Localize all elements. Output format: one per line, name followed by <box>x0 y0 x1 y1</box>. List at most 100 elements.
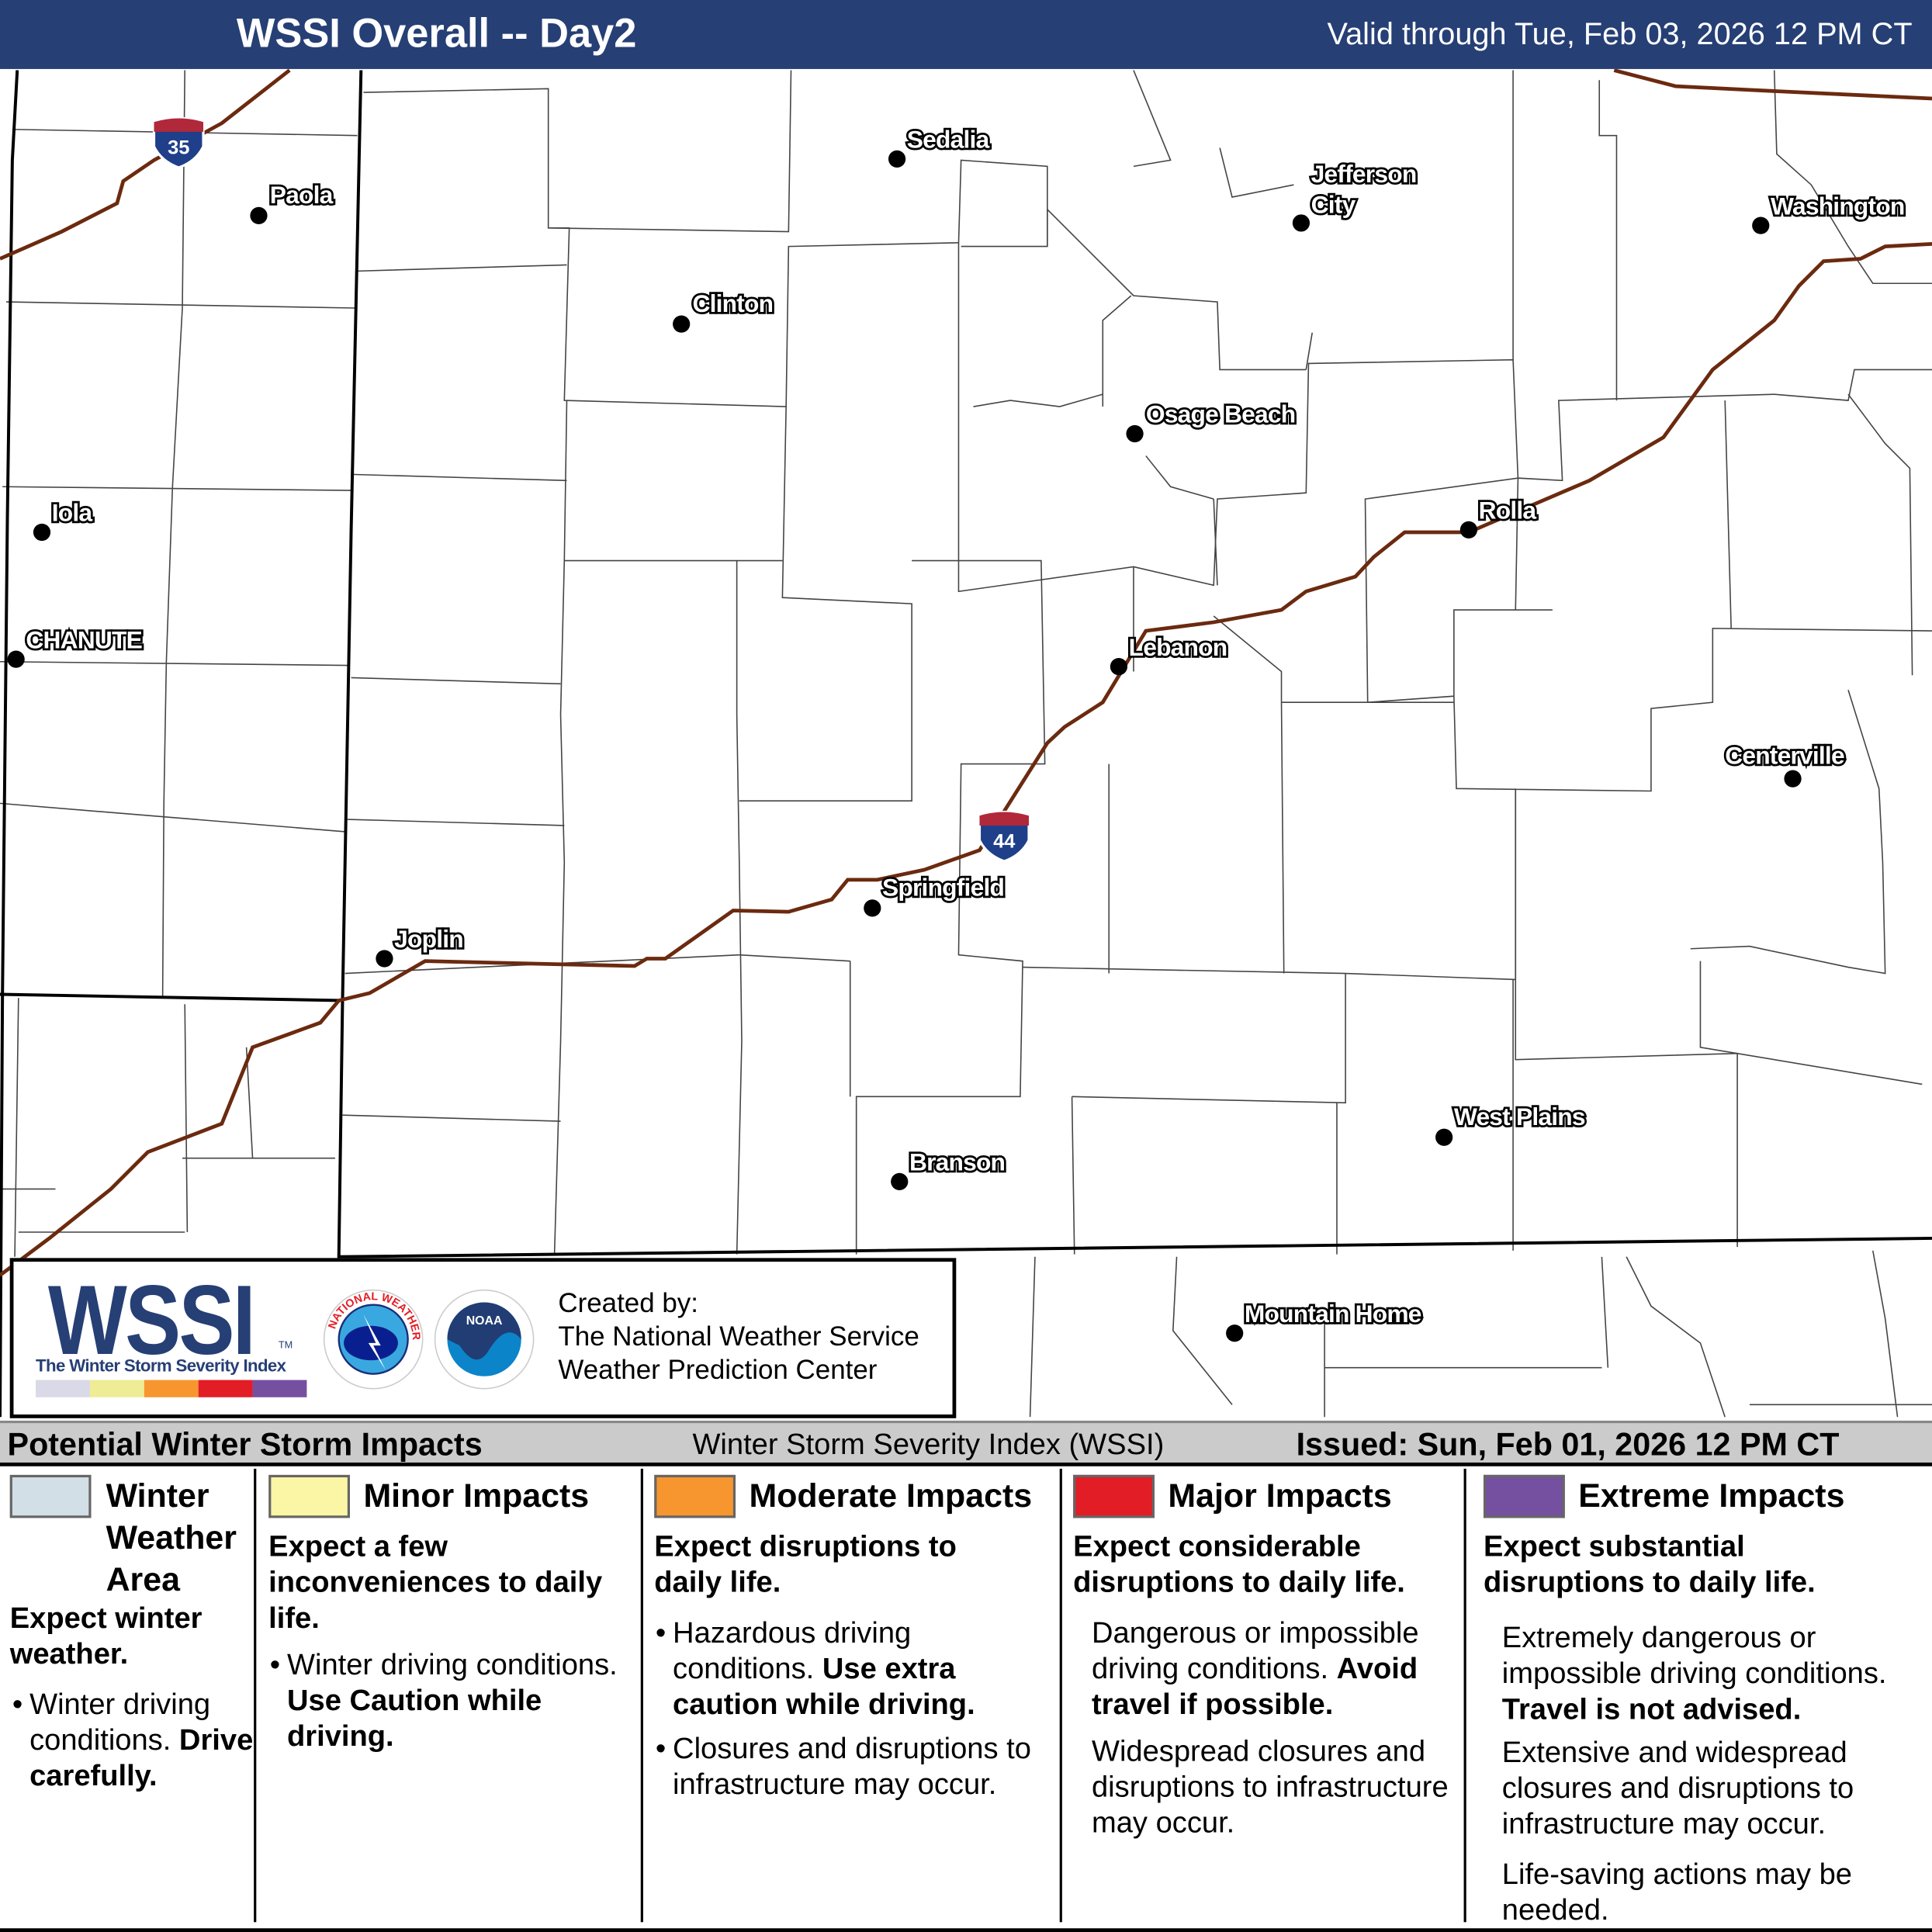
legend-bullet: • Winter driving conditions. Drive carefu… <box>12 1688 254 1793</box>
legend-bullet: • Hazardous driving conditions. Use extra… <box>655 1616 975 1722</box>
legend-swatch <box>1073 1474 1155 1518</box>
map: 35 44 Sedalia Paola Jefferson City Washi… <box>0 68 1932 1418</box>
legend-paragraph: Life-saving actions may be needed. <box>1502 1857 1896 1928</box>
wssi-logo: WSSI <box>47 1265 256 1376</box>
paragraph-text: Extensive and widespread closures and di… <box>1501 1736 1854 1841</box>
legend-divider <box>640 1468 643 1923</box>
interstate-70-route <box>1613 68 1932 101</box>
city-label-centerville: Centerville <box>1725 742 1844 770</box>
legend-title: Major Impacts <box>1168 1477 1392 1515</box>
city-label-mountain-home: Mountain Home <box>1245 1300 1421 1328</box>
legend-title: Minor Impacts <box>363 1477 590 1515</box>
created-by-label: Created by: <box>558 1287 698 1319</box>
legend-expect: Expect disruptions to daily life. <box>654 1530 957 1600</box>
created-by: Created by: The National Weather Service… <box>558 1286 919 1387</box>
legend-title: Winter Weather Area <box>106 1475 237 1601</box>
bullet-text: Winter driving conditions. <box>287 1648 618 1682</box>
legend-paragraph: Extremely dangerous or impossible drivin… <box>1502 1620 1927 1727</box>
city-label-clinton: Clinton <box>692 289 773 317</box>
legend-expect: Expect substantial disruptions to daily … <box>1483 1530 1816 1600</box>
legend-paragraph: Extensive and widespread closures and di… <box>1502 1735 1896 1842</box>
bullet-bold-text: Drive carefully. <box>29 1723 254 1793</box>
legend-title: Extreme Impacts <box>1578 1477 1845 1515</box>
scale-swatch-major <box>198 1380 253 1397</box>
interstate-routes <box>0 68 1932 1277</box>
city-label-joplin: Joplin <box>394 925 463 953</box>
paragraph-bold-text: Avoid travel if possible. <box>1091 1652 1418 1722</box>
scale-swatch-winter <box>36 1380 90 1397</box>
city-label-paola: Paola <box>270 181 334 209</box>
legend-title-line: Winter <box>106 1477 209 1515</box>
interstate-shield-44: 44 <box>978 810 1030 863</box>
legend-swatch <box>1483 1474 1565 1518</box>
interstate-35-label: 35 <box>168 137 189 159</box>
legend-expect: Expect considerable disruptions to daily… <box>1073 1530 1405 1600</box>
legend-header-bar: Potential Winter Storm Impacts Winter St… <box>0 1420 1932 1466</box>
city-label-springfield: Springfield <box>882 873 1004 901</box>
legend-divider <box>1463 1468 1466 1923</box>
svg-text:NOAA: NOAA <box>466 1314 503 1328</box>
paragraph-text: Dangerous or impossible driving conditio… <box>1091 1616 1419 1686</box>
legend-bullet: • Winter driving conditions. Use Caution … <box>269 1648 618 1754</box>
scale-swatch-minor <box>89 1380 144 1397</box>
legend-divider <box>1059 1468 1062 1923</box>
legend-heading: Potential Winter Storm Impacts <box>7 1425 483 1463</box>
scale-swatch-moderate <box>144 1380 199 1397</box>
bullet-text: Hazardous driving conditions. <box>673 1616 912 1686</box>
nws-logo-icon: NATIONAL WEATHER SERVICE <box>321 1284 424 1390</box>
bottom-border <box>0 1928 1932 1932</box>
wssi-logo-subtitle: The Winter Storm Severity Index <box>36 1355 286 1376</box>
wssi-color-scale <box>36 1380 307 1397</box>
legend-swatch <box>654 1474 736 1518</box>
bullet-text: Closures and disruptions to infrastructu… <box>673 1732 1031 1802</box>
interstate-44-label: 44 <box>993 831 1015 853</box>
city-label-sedalia: Sedalia <box>907 126 990 154</box>
legend-expect: Expect a few inconveniences to daily lif… <box>268 1530 603 1636</box>
paragraph-text: Extremely dangerous or impossible drivin… <box>1501 1621 1887 1691</box>
created-by-wpc: Weather Prediction Center <box>558 1354 878 1385</box>
page-title: WSSI Overall -- Day2 <box>236 9 637 56</box>
legend-title-line: Weather <box>106 1519 237 1556</box>
legend-title: Moderate Impacts <box>749 1477 1033 1515</box>
city-label-osage-beach: Osage Beach <box>1146 400 1295 428</box>
city-label-branson: Branson <box>909 1148 1005 1176</box>
city-label-washington: Washington <box>1771 192 1905 220</box>
interstate-shield-35: 35 <box>152 116 205 169</box>
city-label-chanute: CHANUTE <box>26 625 142 653</box>
scale-swatch-extreme <box>252 1380 307 1397</box>
legend-paragraph: Widespread closures and disruptions to i… <box>1092 1733 1467 1840</box>
city-label-lebanon: Lebanon <box>1129 633 1227 661</box>
city-label-city: City <box>1311 191 1356 219</box>
index-name: Winter Storm Severity Index (WSSI) <box>692 1428 1165 1462</box>
legend-swatch <box>9 1474 92 1518</box>
paragraph-bold-text: Travel is not advised. <box>1501 1692 1802 1726</box>
city-label-rolla: Rolla <box>1479 497 1537 525</box>
county-lines <box>0 70 1932 1418</box>
legend-divider <box>254 1468 257 1923</box>
noaa-logo-icon: NOAA <box>434 1289 535 1390</box>
agency-logos: NATIONAL WEATHER SERVICE NOAA <box>321 1284 535 1390</box>
header-bar: WSSI Overall -- Day2 Valid through Tue, … <box>0 0 1932 69</box>
bullet-bold-text: Use extra caution while driving. <box>673 1652 975 1722</box>
issued-time: Issued: Sun, Feb 01, 2026 12 PM CT <box>1296 1425 1840 1463</box>
paragraph-text: Life-saving actions may be needed. <box>1501 1858 1853 1927</box>
bullet-text: Winter driving conditions. <box>29 1688 211 1757</box>
interstate-35-route <box>0 68 291 261</box>
legend-bullet: • Closures and disruptions to infrastruct… <box>655 1732 1031 1802</box>
legend-expect: Expect winter weather. <box>9 1601 203 1671</box>
legend-title-line: Area <box>106 1561 180 1598</box>
wssi-trademark: TM <box>278 1339 293 1351</box>
paragraph-text: Widespread closures and disruptions to i… <box>1091 1734 1449 1840</box>
created-by-nws: The National Weather Service <box>558 1321 919 1352</box>
interstate-44-route <box>0 242 1932 1277</box>
state-borders <box>0 70 1932 1418</box>
credits-box: WSSI TM The Winter Storm Severity Index … <box>9 1258 957 1418</box>
city-label-jefferson: Jefferson <box>1311 160 1417 188</box>
legend-paragraph: Dangerous or impossible driving conditio… <box>1092 1615 1461 1723</box>
bullet-bold-text: Use Caution while driving. <box>287 1684 542 1754</box>
cities: Sedalia Paola Jefferson City Washington … <box>7 123 1907 1342</box>
valid-through: Valid through Tue, Feb 03, 2026 12 PM CT <box>1327 17 1913 52</box>
city-label-iola: Iola <box>52 499 93 527</box>
city-label-west-plains: West Plains <box>1454 1103 1585 1130</box>
